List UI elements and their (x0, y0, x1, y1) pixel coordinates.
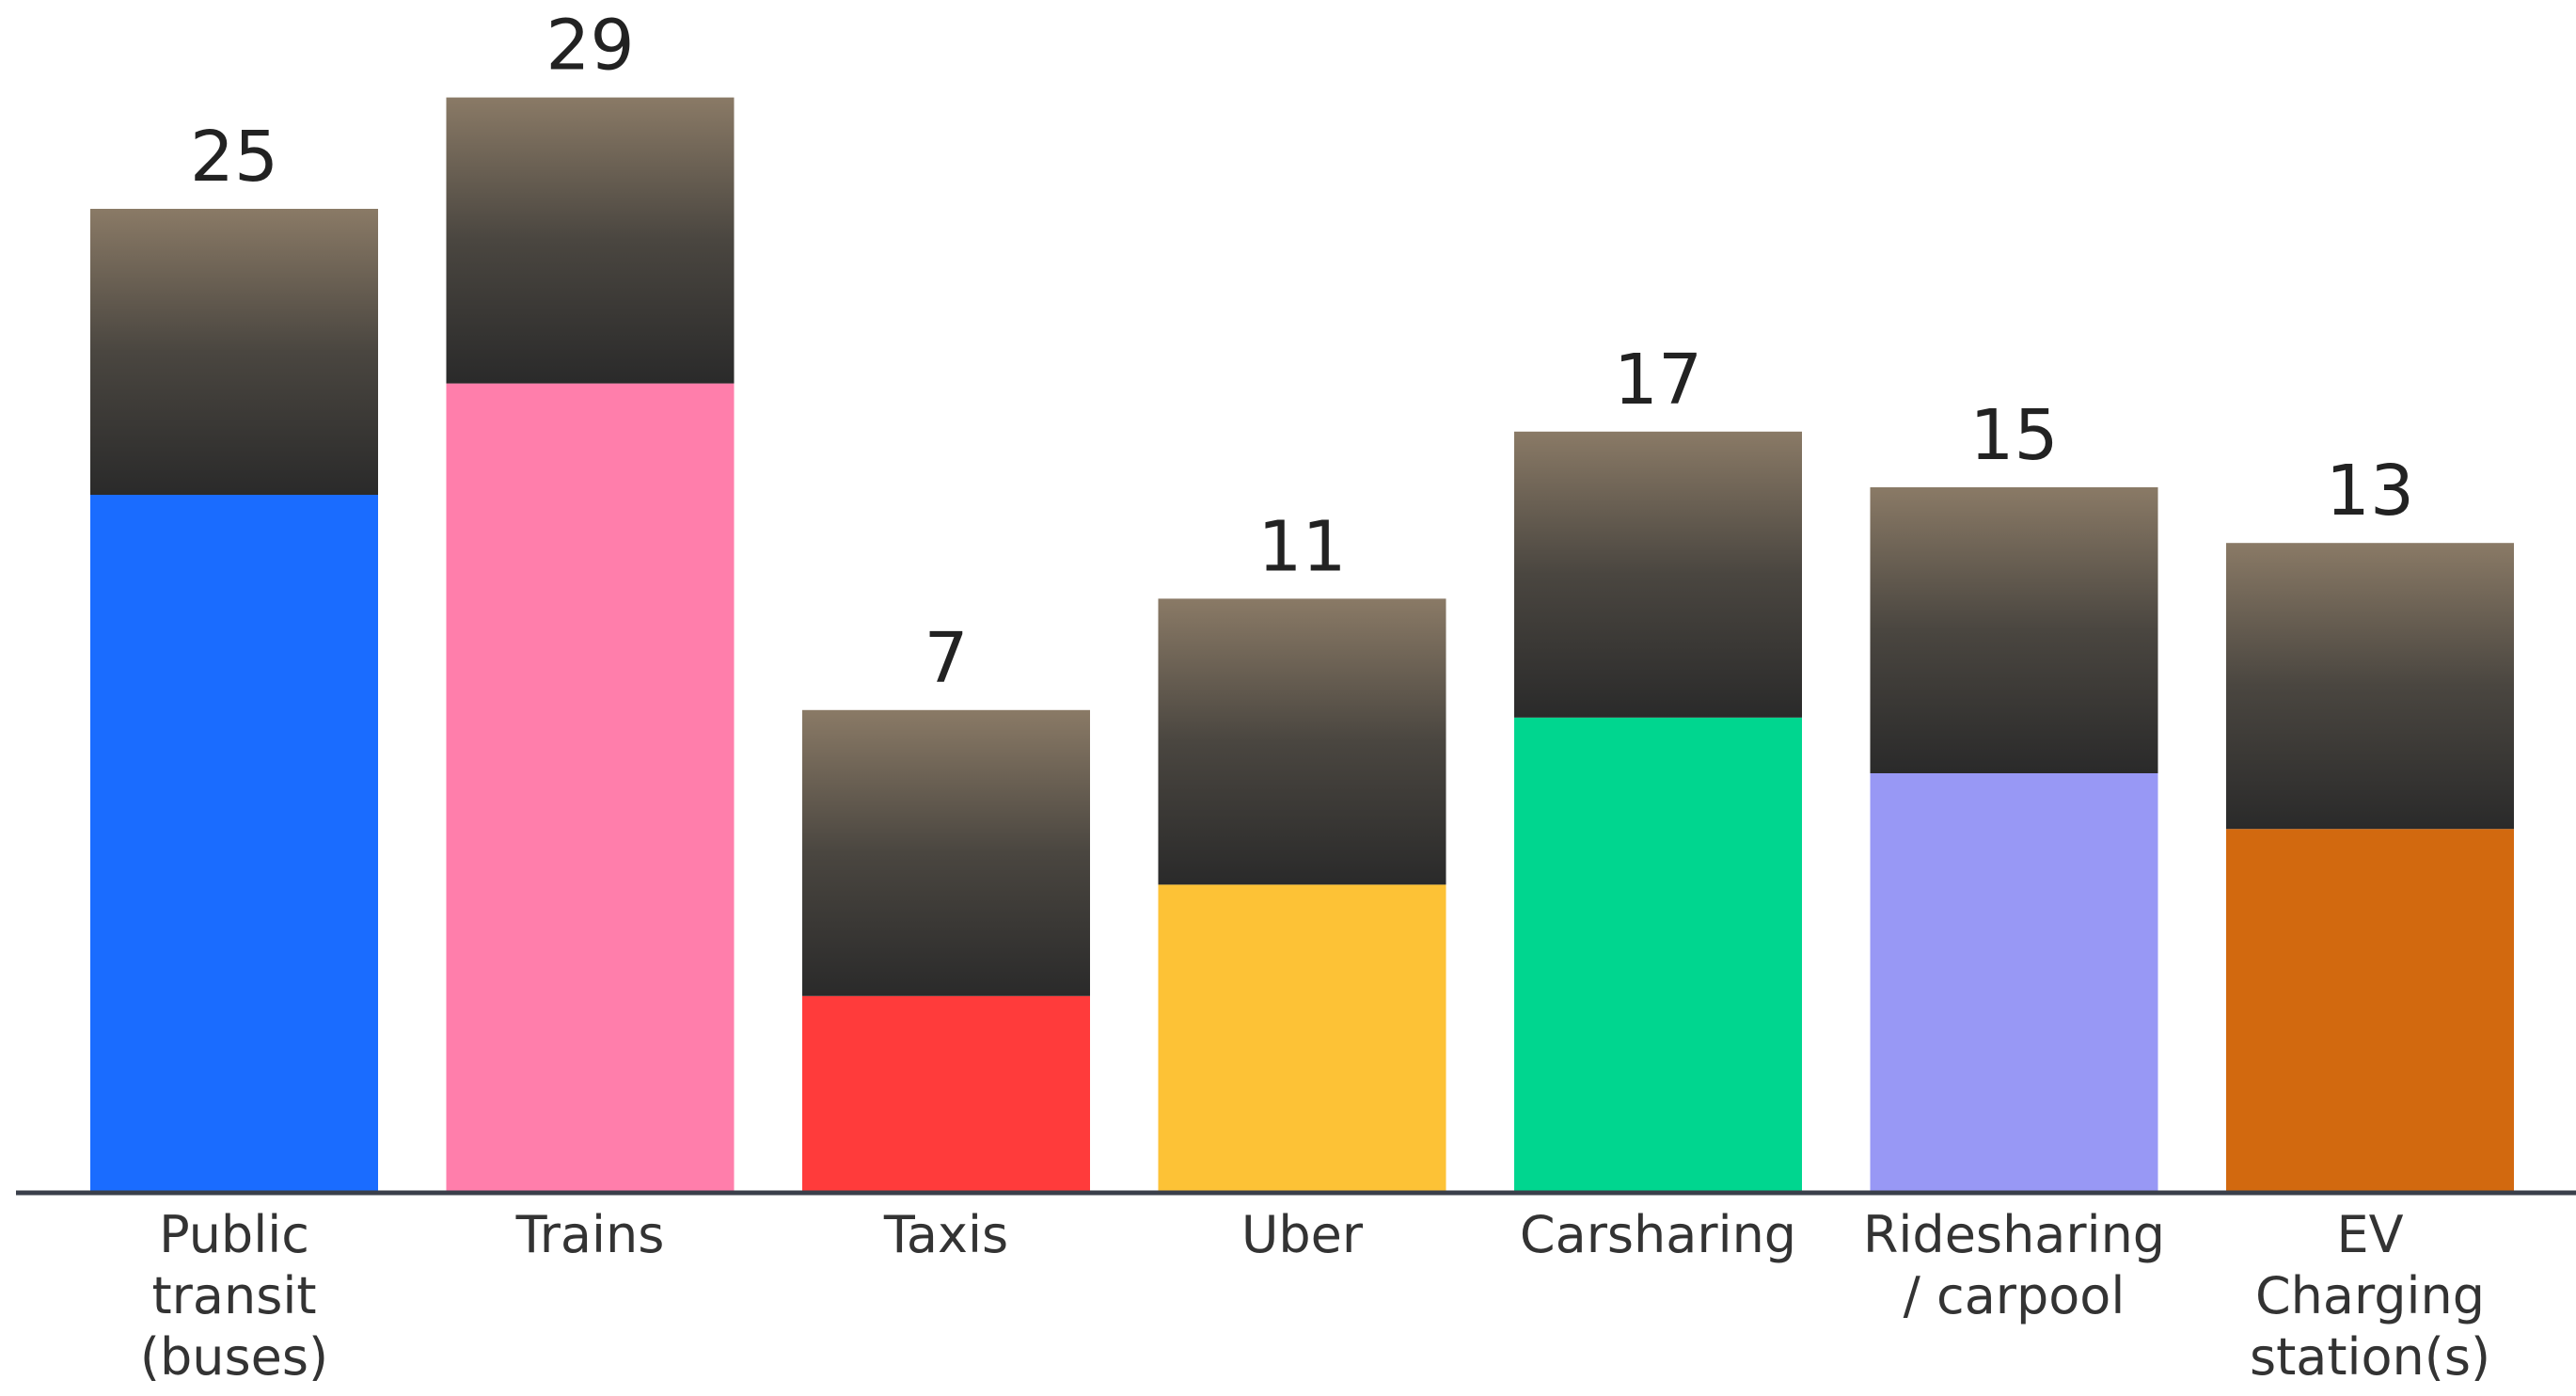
x-tick-label: Uber (1241, 1205, 1364, 1264)
x-tick-label: Public transit (buses) (139, 1205, 329, 1387)
bar (1514, 717, 1802, 1191)
bar-photo (1870, 487, 2158, 773)
value-label: 25 (190, 117, 278, 198)
bar-photo (2226, 543, 2514, 830)
bar-photo (802, 709, 1090, 996)
x-tick-label: Trains (515, 1205, 665, 1264)
bar (2226, 829, 2514, 1191)
value-label: 29 (545, 6, 634, 87)
x-tick-label: EV Charging station(s) (2249, 1205, 2491, 1387)
bar-photo (446, 97, 735, 384)
bar (1870, 773, 2158, 1191)
x-tick-label: Carsharing (1519, 1205, 1797, 1264)
bar (90, 495, 378, 1191)
value-label: 13 (2326, 451, 2414, 531)
x-tick-label: Ridesharing / carpool (1862, 1205, 2166, 1325)
value-label: 17 (1614, 340, 1702, 420)
bar (802, 995, 1090, 1191)
value-label: 7 (924, 618, 968, 699)
bar (446, 383, 735, 1192)
bar-photo (1158, 598, 1446, 885)
x-tick-label: Taxis (883, 1205, 1009, 1264)
value-label: 15 (1969, 395, 2058, 476)
value-label: 11 (1257, 506, 1346, 587)
bar-photo (90, 209, 378, 495)
bar (1158, 884, 1446, 1191)
bar-photo (1514, 431, 1802, 718)
